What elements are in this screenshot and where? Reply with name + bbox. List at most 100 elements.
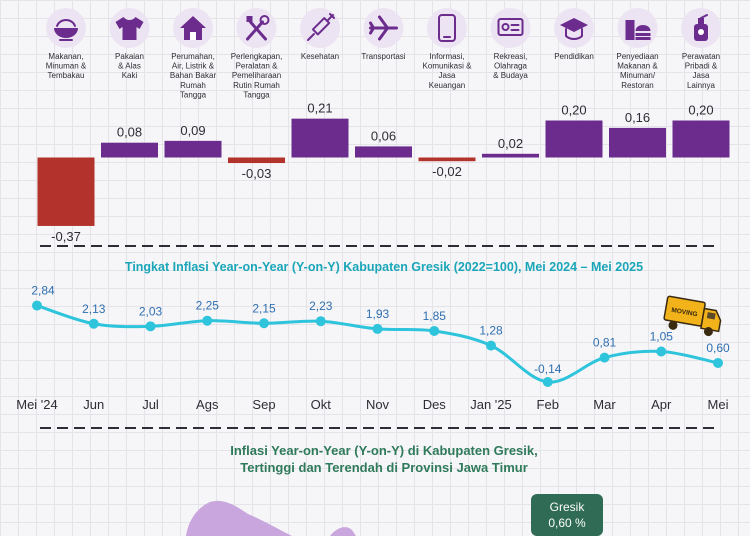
data-point	[145, 321, 156, 332]
category-label: Restoran	[621, 81, 653, 90]
data-point	[656, 346, 667, 357]
fastfood-icon	[617, 8, 658, 48]
x-tick-label: Feb	[537, 397, 559, 412]
data-point	[315, 316, 326, 327]
truck-label: MOVING	[671, 307, 698, 318]
category-label: Komunikasi &	[423, 62, 473, 71]
category-label: Informasi,	[429, 52, 464, 61]
category-label: Pribadi &	[685, 62, 718, 71]
category-label: Jasa	[693, 71, 710, 80]
graduation-cap-icon	[554, 8, 594, 48]
x-tick-label: Mar	[593, 397, 616, 412]
category-label: Tangga	[180, 90, 207, 99]
x-tick-label: Okt	[311, 397, 332, 412]
monthly-inflation-bar-chart: -0,37 0,08 0,09 -0,03 0,21 0,06 -0,02 0,02 0,20 0…	[37, 101, 730, 244]
category-label: Jasa	[439, 71, 456, 80]
food-bowl-icon	[46, 8, 86, 48]
category-label: Penyediaan	[616, 52, 658, 61]
category-label: Minuman/	[620, 71, 656, 80]
gresik-badge-name: Gresik	[549, 500, 585, 514]
moving-truck-icon: MOVING	[663, 295, 722, 337]
bar-value-label: 0,06	[371, 128, 396, 143]
bar	[609, 127, 666, 158]
category-icons	[46, 8, 721, 48]
bar-value-label: -0,37	[51, 229, 81, 244]
bar-value-label: 0,21	[307, 101, 332, 116]
x-tick-label: Apr	[651, 397, 672, 412]
category-label: Air, Listrik &	[172, 62, 215, 71]
bar-value-label: -0,02	[432, 164, 462, 179]
category-label: Bahan Bakar	[170, 71, 217, 80]
bar-value-label: 0,09	[180, 123, 205, 138]
category-label: Peralatan &	[236, 62, 278, 71]
east-java-map-shape	[186, 500, 292, 536]
point-value-label: -0,14	[534, 362, 562, 376]
bar	[291, 118, 349, 158]
x-tick-label: Des	[423, 397, 447, 412]
category-label: Lainnya	[687, 81, 716, 90]
x-tick-label: Mei	[708, 397, 729, 412]
lotion-bottle-icon	[681, 8, 721, 48]
x-tick-label: Jul	[142, 397, 159, 412]
airplane-icon	[363, 8, 404, 48]
category-label: Transportasi	[361, 52, 405, 61]
data-point	[429, 325, 440, 336]
category-label: Perlengkapan,	[231, 52, 283, 61]
map-title-line2: Tertinggi dan Terendah di Provinsi Jawa …	[240, 460, 528, 475]
category-label: Kaki	[122, 71, 138, 80]
line-chart-title: Tingkat Inflasi Year-on-Year (Y-on-Y) Ka…	[125, 260, 643, 274]
x-tick-label: Jan '25	[470, 397, 512, 412]
bar	[672, 120, 730, 158]
x-tick-label: Sep	[252, 397, 275, 412]
category-label: Tembakau	[48, 71, 85, 80]
data-point	[713, 358, 723, 369]
point-value-label: 2,84	[31, 284, 55, 298]
category-label: Pakaian	[115, 52, 144, 61]
syringe-icon	[300, 8, 340, 48]
x-tick-label: Jun	[83, 397, 104, 412]
bar-value-label: 0,02	[498, 136, 523, 151]
tools-icon	[236, 8, 277, 48]
gresik-badge-value: 0,60 %	[548, 516, 586, 530]
category-label: & Budaya	[493, 71, 528, 80]
category-label: Perawatan	[682, 52, 720, 61]
category-label: & Alas	[118, 62, 141, 71]
data-point	[372, 323, 383, 334]
data-point	[88, 318, 99, 329]
point-value-label: 1,05	[650, 329, 674, 343]
ticket-icon	[490, 8, 531, 48]
category-label: Makanan,	[48, 52, 83, 61]
point-value-label: 1,28	[479, 324, 503, 338]
x-tick-label: Mei '24	[16, 397, 58, 412]
yoy-inflation-line-chart: 2,84 Mei '24 2,13 Jun 2,03 Jul 2,25 Ags 2,15 Sep 2…	[16, 284, 730, 412]
tshirt-icon	[109, 8, 150, 48]
category-label: Perumahan,	[171, 52, 215, 61]
bar-value-label: -0,03	[242, 166, 272, 181]
category-label: Keuangan	[429, 81, 465, 90]
bar	[418, 157, 476, 162]
bar	[545, 120, 603, 158]
bar-value-label: 0,08	[117, 125, 142, 140]
point-value-label: 1,93	[366, 307, 390, 321]
point-value-label: 2,03	[139, 304, 163, 318]
category-label: Rutin Rumah	[233, 81, 280, 90]
point-value-label: 2,15	[252, 301, 276, 315]
point-value-label: 2,25	[196, 299, 220, 313]
house-icon	[173, 8, 213, 48]
data-point	[32, 300, 42, 311]
point-value-label: 0,60	[706, 341, 730, 355]
data-point	[259, 318, 269, 329]
x-tick-label: Nov	[366, 397, 390, 412]
category-label: Tangga	[243, 90, 270, 99]
category-label: Rekreasi,	[494, 52, 528, 61]
east-java-map-shape-right	[330, 527, 356, 536]
bar	[228, 157, 285, 164]
data-point	[202, 315, 213, 326]
category-label: Pendidikan	[554, 52, 594, 61]
bar	[37, 157, 95, 226]
category-label: Olahraga	[494, 62, 527, 71]
x-tick-label: Ags	[196, 397, 219, 412]
category-label: Makanan &	[617, 62, 658, 71]
bar-value-label: 0,20	[561, 103, 586, 118]
